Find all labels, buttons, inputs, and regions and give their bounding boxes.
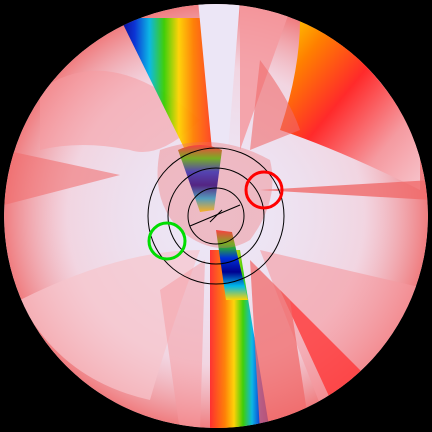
red-marker-circle[interactable] xyxy=(244,170,284,210)
reticle-ring-middle xyxy=(167,167,265,265)
reticle-ring-inner xyxy=(187,187,245,245)
field-ray-bottom xyxy=(210,250,270,428)
field-ray-top-pale xyxy=(198,4,240,150)
reticle-ring-outer xyxy=(147,147,285,285)
reticle xyxy=(147,147,285,285)
field-band-right-pale xyxy=(250,60,300,150)
field-ray-bottom-thin xyxy=(160,260,205,428)
field-streak-left xyxy=(4,150,120,205)
field-band-upper-right xyxy=(280,20,420,190)
field-image xyxy=(4,4,428,428)
reticle-crosshair-b xyxy=(209,209,223,223)
field-ray-right xyxy=(260,180,428,200)
field-core-streak-lower xyxy=(216,230,248,300)
reticle-crosshair-a xyxy=(189,204,241,227)
field-core-streak-upper xyxy=(178,145,222,212)
field-lobe-lower-left xyxy=(20,250,200,400)
green-marker-circle[interactable] xyxy=(147,221,187,261)
field-ray-top xyxy=(120,18,218,160)
field-ray-bottom-pale xyxy=(250,260,310,428)
